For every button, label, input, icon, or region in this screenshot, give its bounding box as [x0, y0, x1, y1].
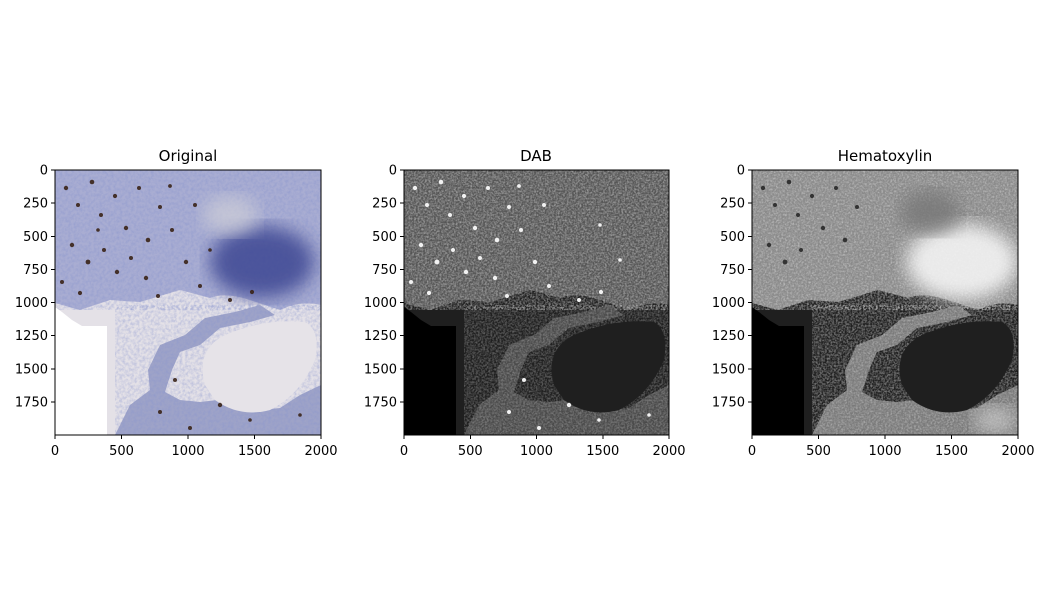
- y-axis: 0 250 500 750 1000 1250 1500 1750: [364, 164, 404, 410]
- x-axis: 0 500 1000 1500 2000: [51, 435, 338, 459]
- y-tick-label: 1750: [364, 395, 397, 410]
- x-tick-label: 1000: [520, 444, 553, 459]
- y-tick-label: 750: [23, 263, 48, 278]
- x-axis: 0 500 1000 1500 2000: [400, 435, 686, 459]
- y-tick-label: 1500: [364, 362, 397, 377]
- panel-original: Original: [15, 147, 338, 459]
- image-hematoxylin: [752, 170, 1018, 435]
- y-tick-label: 750: [720, 263, 745, 278]
- y-tick-label: 1500: [15, 362, 48, 377]
- x-tick-label: 1500: [238, 444, 271, 459]
- panel-dab: DAB: [364, 147, 686, 459]
- x-tick-label: 500: [109, 444, 134, 459]
- panel-title: Original: [159, 147, 218, 165]
- y-tick-label: 1250: [15, 329, 48, 344]
- y-tick-label: 750: [372, 263, 397, 278]
- y-tick-label: 250: [23, 197, 48, 212]
- y-tick-label: 500: [372, 230, 397, 245]
- y-tick-label: 1000: [15, 296, 48, 311]
- y-tick-label: 0: [40, 164, 48, 179]
- panel-hematoxylin: Hematoxylin 0 500 1000 1500 20: [712, 147, 1035, 459]
- x-tick-label: 2000: [304, 444, 337, 459]
- y-tick-label: 0: [737, 164, 745, 179]
- y-tick-label: 250: [372, 197, 397, 212]
- x-axis: 0 500 1000 1500 2000: [748, 435, 1035, 459]
- x-tick-label: 0: [400, 444, 408, 459]
- x-tick-label: 500: [806, 444, 831, 459]
- image-original: [55, 170, 321, 435]
- y-tick-label: 1250: [364, 329, 397, 344]
- x-tick-label: 0: [748, 444, 756, 459]
- y-tick-label: 1750: [15, 395, 48, 410]
- x-tick-label: 0: [51, 444, 59, 459]
- y-axis: 0 250 500 750 1000 1250 1500 1750: [712, 164, 752, 410]
- x-tick-label: 1500: [586, 444, 619, 459]
- y-tick-label: 500: [23, 230, 48, 245]
- y-tick-label: 1500: [712, 362, 745, 377]
- image-dab: [404, 170, 669, 435]
- x-tick-label: 2000: [652, 444, 685, 459]
- y-tick-label: 1750: [712, 395, 745, 410]
- y-tick-label: 1000: [712, 296, 745, 311]
- x-tick-label: 1500: [935, 444, 968, 459]
- y-tick-label: 1250: [712, 329, 745, 344]
- panel-title: Hematoxylin: [838, 147, 933, 165]
- y-tick-label: 500: [720, 230, 745, 245]
- x-tick-label: 500: [458, 444, 483, 459]
- y-axis: 0 250 500 750 1000 1250 1500 1750: [15, 164, 55, 410]
- y-tick-label: 0: [389, 164, 397, 179]
- panel-title: DAB: [520, 147, 552, 165]
- x-tick-label: 1000: [868, 444, 901, 459]
- y-tick-label: 250: [720, 197, 745, 212]
- y-tick-label: 1000: [364, 296, 397, 311]
- x-tick-label: 1000: [171, 444, 204, 459]
- x-tick-label: 2000: [1001, 444, 1034, 459]
